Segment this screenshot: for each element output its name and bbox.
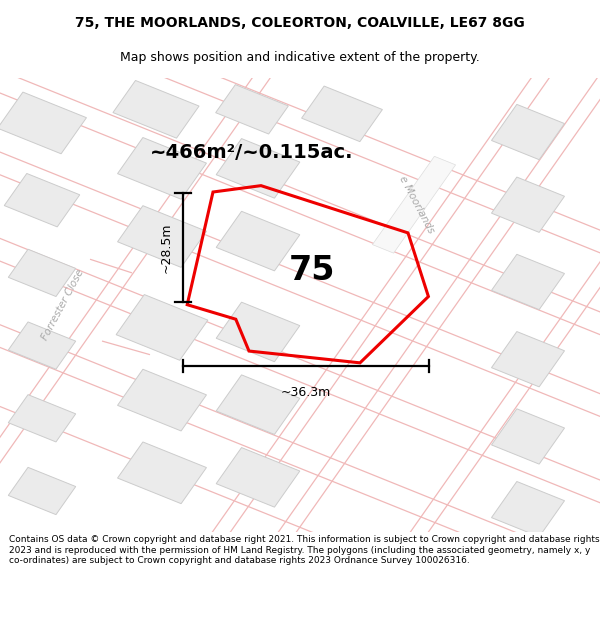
Polygon shape	[8, 249, 76, 296]
Polygon shape	[116, 294, 208, 360]
Polygon shape	[491, 481, 565, 537]
Polygon shape	[491, 331, 565, 387]
Text: Contains OS data © Crown copyright and database right 2021. This information is : Contains OS data © Crown copyright and d…	[9, 535, 599, 565]
Polygon shape	[373, 156, 455, 253]
Polygon shape	[216, 211, 300, 271]
Text: e Moorlands: e Moorlands	[398, 174, 436, 235]
Polygon shape	[4, 174, 80, 227]
Polygon shape	[118, 369, 206, 431]
Text: Forrester Close: Forrester Close	[40, 268, 86, 342]
Polygon shape	[8, 394, 76, 442]
Polygon shape	[491, 104, 565, 159]
Text: ~466m²/~0.115ac.: ~466m²/~0.115ac.	[150, 143, 354, 162]
Polygon shape	[491, 177, 565, 232]
Polygon shape	[118, 206, 206, 268]
Polygon shape	[118, 442, 206, 504]
Polygon shape	[491, 409, 565, 464]
Polygon shape	[302, 86, 382, 142]
Polygon shape	[113, 81, 199, 138]
Polygon shape	[491, 254, 565, 309]
Polygon shape	[8, 468, 76, 514]
Polygon shape	[0, 92, 86, 154]
Polygon shape	[216, 448, 300, 507]
Text: Map shows position and indicative extent of the property.: Map shows position and indicative extent…	[120, 51, 480, 64]
Text: ~28.5m: ~28.5m	[159, 222, 172, 273]
Polygon shape	[118, 138, 206, 199]
Text: 75: 75	[289, 254, 335, 287]
Polygon shape	[216, 302, 300, 362]
Text: ~36.3m: ~36.3m	[281, 386, 331, 399]
Text: 75, THE MOORLANDS, COLEORTON, COALVILLE, LE67 8GG: 75, THE MOORLANDS, COLEORTON, COALVILLE,…	[75, 16, 525, 30]
Polygon shape	[8, 322, 76, 369]
Polygon shape	[216, 375, 300, 434]
Polygon shape	[216, 139, 300, 198]
Polygon shape	[215, 84, 289, 134]
